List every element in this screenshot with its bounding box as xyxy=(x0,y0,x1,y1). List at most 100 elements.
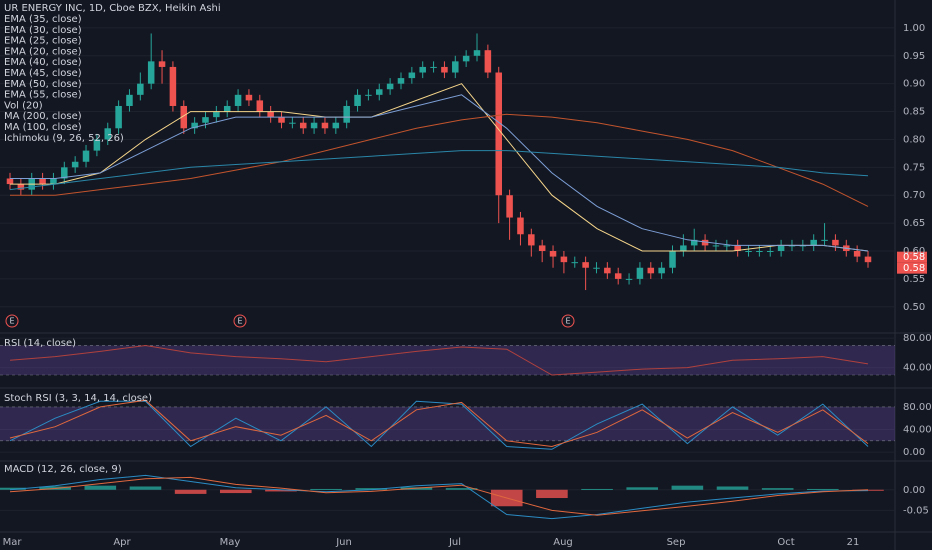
labels: UR ENERGY INC, 1D, Cboe BZX, Heikin Ashi… xyxy=(3,3,932,548)
y-tick-label: 40.00 xyxy=(903,363,932,374)
candle-body xyxy=(126,94,133,106)
indicator-line xyxy=(10,94,869,252)
candle-body xyxy=(647,267,655,274)
candle-body xyxy=(484,50,492,73)
candle-body xyxy=(452,61,459,73)
candle-body xyxy=(614,273,622,279)
y-tick-label: 0.80 xyxy=(903,134,925,145)
candle-body xyxy=(6,178,14,185)
histogram-bar xyxy=(310,488,342,490)
candle-body xyxy=(354,94,361,106)
indicator-line xyxy=(9,476,869,516)
y-tick-label: 0.95 xyxy=(903,51,925,62)
candle-body xyxy=(93,139,101,151)
y-tick-label: 0.55 xyxy=(903,274,925,285)
y-tick-label: 0.75 xyxy=(903,162,925,173)
candle-body xyxy=(756,251,763,253)
candle-body xyxy=(321,122,329,129)
y-tick-label: 0.85 xyxy=(903,107,925,118)
x-tick-label: Sep xyxy=(667,537,686,548)
histogram-bar xyxy=(265,489,297,492)
legend-entry: EMA (45, close) xyxy=(4,68,82,79)
indicator-line xyxy=(9,474,869,520)
candle-body xyxy=(71,161,79,168)
candle-body xyxy=(245,94,253,101)
candle-body xyxy=(560,256,568,263)
candle-body xyxy=(158,61,166,67)
candle-body xyxy=(137,83,144,95)
candle-body xyxy=(799,245,807,247)
candle-body xyxy=(571,262,579,264)
candle-body xyxy=(180,105,188,129)
indicator-line xyxy=(10,83,869,252)
y-tick-label: 0.00 xyxy=(903,485,925,496)
candle-body xyxy=(332,122,340,129)
candle-body xyxy=(169,66,177,106)
candle-body xyxy=(82,150,90,162)
x-tick-label: Jun xyxy=(335,537,352,548)
y-tick-label: 0.65 xyxy=(903,218,925,229)
histogram-bar xyxy=(581,488,613,490)
earnings-label: E xyxy=(565,317,570,326)
y-tick-label: 80.00 xyxy=(903,402,932,413)
candle-body xyxy=(223,105,231,112)
candle-body xyxy=(441,66,448,73)
legend-entry: EMA (25, close) xyxy=(4,36,82,47)
y-tick-label: 0.70 xyxy=(903,190,925,201)
candle-body xyxy=(256,100,264,112)
candle-body xyxy=(495,72,502,196)
candle-body xyxy=(17,184,25,190)
candle-body xyxy=(310,122,318,129)
legend-entry: EMA (55, close) xyxy=(4,90,82,101)
candle-body xyxy=(723,245,731,247)
candle-body xyxy=(506,195,513,218)
candle-body xyxy=(777,245,785,252)
band xyxy=(0,345,895,376)
marks xyxy=(0,33,927,520)
candle-body xyxy=(115,105,122,129)
histogram-bar xyxy=(174,489,207,494)
histogram-bar xyxy=(219,489,252,494)
histogram-bar xyxy=(807,488,839,490)
histogram-bar xyxy=(445,488,478,490)
legend-entry: EMA (35, close) xyxy=(4,14,82,25)
x-tick-label: Mar xyxy=(3,537,23,548)
histogram-bar xyxy=(355,488,388,490)
candle-body xyxy=(397,78,405,84)
y-tick-label: 80.00 xyxy=(903,333,932,344)
candle-body xyxy=(625,278,633,280)
pane-title: Stoch RSI (3, 3, 14, 14, close) xyxy=(4,393,152,404)
candle-body xyxy=(658,267,665,274)
candle-body xyxy=(853,251,861,257)
x-tick-label: May xyxy=(220,537,241,548)
histogram-bar xyxy=(536,489,568,499)
candle-body xyxy=(517,217,524,235)
x-tick-label: Aug xyxy=(553,537,573,548)
candle-body xyxy=(39,178,46,185)
histogram-bar xyxy=(626,487,659,490)
candle-body xyxy=(147,61,155,84)
candle-body xyxy=(213,111,220,118)
legend-entry: EMA (50, close) xyxy=(4,79,82,90)
candle-body xyxy=(473,50,481,56)
candle-body xyxy=(810,239,817,246)
y-tick-label: 0.60 xyxy=(903,246,925,257)
legend-entry: MA (200, close) xyxy=(4,111,82,122)
candle-body xyxy=(690,239,698,246)
last-price-box xyxy=(897,262,927,274)
candle-body xyxy=(788,245,796,247)
indicator-line xyxy=(9,344,869,376)
x-tick-label: 21 xyxy=(847,537,860,548)
chart-title: UR ENERGY INC, 1D, Cboe BZX, Heikin Ashi xyxy=(4,3,221,14)
candle-body xyxy=(549,251,557,257)
candle-body xyxy=(267,111,274,118)
candle-body xyxy=(701,239,709,246)
legend-entry: Vol (20) xyxy=(4,100,43,111)
y-tick-label: -0.05 xyxy=(903,505,929,516)
candle-body xyxy=(278,117,285,123)
candle-body xyxy=(528,234,535,246)
legend-entry: EMA (30, close) xyxy=(4,25,82,36)
legend-entry: MA (100, close) xyxy=(4,122,82,133)
